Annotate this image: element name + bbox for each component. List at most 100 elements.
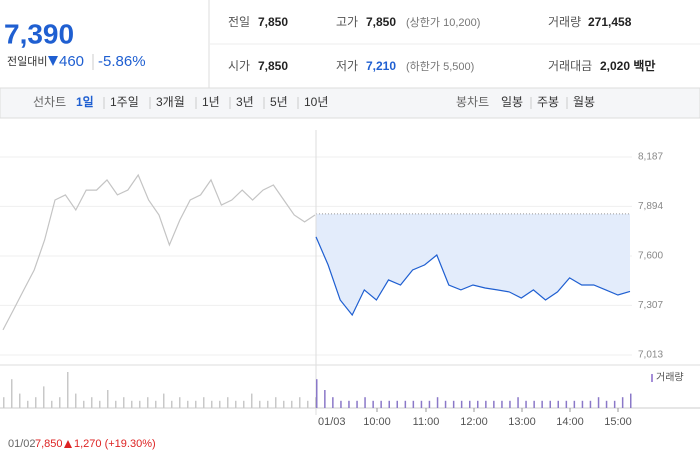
volume-bar	[388, 400, 390, 408]
summary-label: 고가	[336, 15, 358, 29]
volume-bar	[243, 400, 245, 408]
summary-label: 시가	[228, 59, 250, 73]
volume-bar	[27, 400, 29, 408]
volume-bar	[67, 372, 69, 408]
volume-bar	[115, 400, 117, 408]
volume-bar	[460, 400, 463, 408]
period-tab[interactable]: 5년	[270, 95, 288, 109]
tab-group-label: 봉차트	[456, 95, 489, 109]
footer-change: 1,270 (+19.30%)	[74, 438, 156, 450]
down-arrow	[48, 56, 58, 66]
period-tab[interactable]: 10년	[304, 95, 328, 109]
volume-bar	[43, 386, 45, 408]
volume-bar	[11, 379, 13, 408]
volume-bar	[613, 400, 616, 408]
volume-bar	[59, 397, 61, 408]
volume-bar	[155, 400, 157, 408]
volume-bar	[581, 400, 584, 408]
y-tick-label: 7,307	[638, 300, 663, 311]
price-line	[2, 173, 316, 331]
volume-bar	[75, 393, 77, 408]
volume-bar	[589, 400, 592, 408]
volume-bar	[219, 400, 221, 408]
summary-label: 거래량	[548, 15, 581, 29]
volume-bar	[267, 400, 269, 408]
volume-bar	[324, 390, 326, 408]
x-tick-label: 11:00	[413, 416, 440, 428]
volume-bar	[299, 397, 301, 408]
x-tick-label: 01/03	[318, 416, 346, 428]
volume-bar	[259, 400, 261, 408]
volume-bar	[35, 397, 37, 408]
period-tab[interactable]: 1주일	[110, 95, 139, 109]
summary-note: (상한가 10,200)	[406, 16, 480, 29]
volume-bar	[541, 400, 543, 408]
legend-swatch	[651, 374, 653, 382]
volume-bar	[525, 400, 527, 408]
volume-bar	[501, 400, 503, 408]
volume-bar	[380, 400, 382, 408]
summary-value: 7,210	[366, 59, 396, 73]
volume-bar	[179, 397, 181, 408]
candle-tab[interactable]: 월봉	[573, 95, 595, 109]
volume-bar	[517, 397, 519, 408]
volume-bar	[436, 397, 439, 408]
volume-bar	[227, 397, 229, 408]
summary-note: (하한가 5,500)	[406, 59, 474, 73]
candle-tab[interactable]: 일봉	[501, 95, 523, 109]
volume-bar	[91, 397, 93, 408]
volume-legend: 거래량	[656, 372, 684, 384]
volume-bar	[51, 400, 53, 408]
volume-bar	[107, 390, 109, 408]
price: 7,390	[4, 18, 74, 49]
volume-bar	[203, 397, 205, 408]
volume-bar	[139, 400, 141, 408]
volume-bar	[533, 400, 535, 408]
period-tab[interactable]: 1년	[202, 95, 220, 109]
volume-bar	[19, 393, 21, 408]
period-tab[interactable]: 3년	[236, 95, 254, 109]
volume-bar	[372, 400, 374, 408]
x-tick-label: 10:00	[363, 416, 391, 428]
x-tick-label: 14:00	[556, 416, 584, 428]
volume-bar	[477, 400, 479, 408]
volume-bar	[444, 400, 447, 408]
period-tab[interactable]: 1일	[76, 95, 94, 109]
summary-label: 전일	[228, 15, 250, 29]
volume-bar	[340, 400, 342, 408]
change: 460	[59, 53, 84, 70]
volume-bar	[565, 400, 568, 408]
tab-bar	[0, 87, 700, 119]
volume-bar	[469, 400, 471, 408]
volume-bar	[283, 400, 285, 408]
y-tick-label: 7,013	[638, 350, 663, 361]
summary-value: 2,020 백만	[600, 58, 655, 73]
volume-bar	[428, 400, 431, 408]
volume-bar	[493, 400, 495, 408]
x-tick-label: 13:00	[508, 416, 536, 428]
volume-bar	[315, 397, 317, 408]
candle-tab[interactable]: 주봉	[537, 95, 559, 109]
up-arrow	[64, 440, 72, 448]
volume-bar	[211, 400, 213, 408]
summary-value: 7,850	[258, 15, 288, 29]
y-tick-label: 8,187	[638, 152, 663, 163]
summary-value: 7,850	[366, 15, 396, 29]
summary-label: 거래대금	[548, 59, 592, 73]
y-tick-label: 7,600	[638, 251, 663, 262]
volume-bar	[557, 400, 559, 408]
y-tick-label: 7,894	[638, 201, 663, 212]
summary-label: 저가	[336, 59, 358, 73]
volume-bar	[332, 397, 334, 408]
volume-bar	[597, 397, 600, 408]
volume-bar	[187, 400, 189, 408]
volume-bar	[3, 397, 5, 408]
volume-bar	[396, 400, 398, 408]
x-tick-label: 12:00	[460, 416, 488, 428]
volume-bar	[195, 400, 197, 408]
tab-group-label: 선차트	[33, 95, 66, 109]
summary-value: 7,850	[258, 59, 288, 73]
volume-bar	[147, 397, 149, 408]
period-tab[interactable]: 3개월	[156, 95, 185, 109]
volume-bar	[621, 397, 624, 408]
